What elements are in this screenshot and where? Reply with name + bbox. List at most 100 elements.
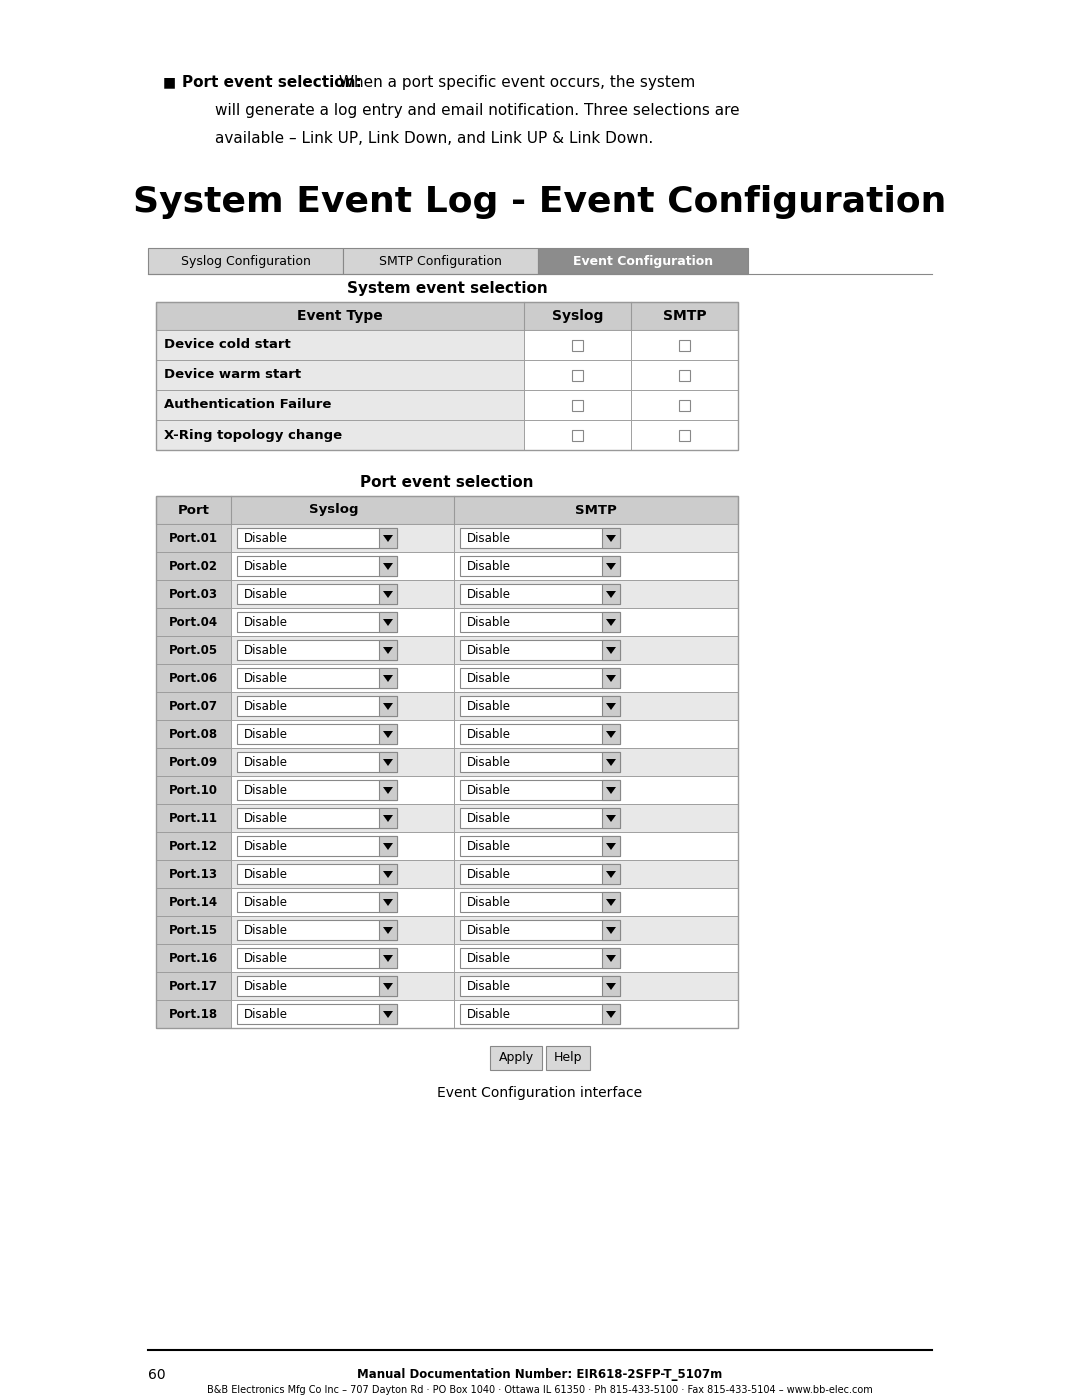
Bar [460, 696, 620, 717]
Bar [460, 893, 620, 912]
Polygon shape [383, 870, 393, 877]
Polygon shape [383, 647, 393, 654]
Text: Disable: Disable [467, 784, 511, 796]
Bar [231, 664, 454, 692]
Bar [231, 775, 454, 805]
Text: Port.11: Port.11 [168, 812, 218, 824]
Bar [460, 863, 620, 884]
Text: System event selection: System event selection [347, 281, 548, 296]
Bar [572, 369, 583, 380]
Text: Disable: Disable [467, 1007, 511, 1020]
Bar [460, 949, 620, 968]
Text: Port.15: Port.15 [168, 923, 218, 936]
Polygon shape [383, 983, 393, 990]
Text: Port.12: Port.12 [168, 840, 218, 852]
Text: Port.06: Port.06 [168, 672, 218, 685]
Bar [156, 302, 738, 330]
Bar [156, 664, 231, 692]
Bar [379, 949, 397, 968]
Text: SMTP Configuration: SMTP Configuration [379, 254, 502, 267]
Text: Port.14: Port.14 [168, 895, 218, 908]
Bar [379, 696, 397, 717]
Bar [460, 640, 620, 659]
Polygon shape [383, 842, 393, 849]
Bar [538, 249, 748, 274]
Bar [237, 640, 397, 659]
Bar [602, 556, 620, 576]
Bar [454, 944, 738, 972]
Bar [454, 552, 738, 580]
Bar [231, 747, 454, 775]
Bar [156, 944, 231, 972]
Text: Apply: Apply [499, 1052, 534, 1065]
Bar [156, 747, 231, 775]
Polygon shape [383, 563, 393, 570]
Bar [602, 612, 620, 631]
Text: Disable: Disable [467, 644, 511, 657]
Bar [460, 556, 620, 576]
Bar [572, 339, 583, 351]
Text: Port.13: Port.13 [168, 868, 218, 880]
Bar [602, 977, 620, 996]
Text: Disable: Disable [244, 923, 288, 936]
Bar [237, 696, 397, 717]
Text: Disable: Disable [244, 895, 288, 908]
Bar [156, 580, 231, 608]
Polygon shape [606, 591, 616, 598]
Polygon shape [383, 675, 393, 682]
Polygon shape [606, 647, 616, 654]
Polygon shape [383, 759, 393, 766]
Text: System Event Log - Event Configuration: System Event Log - Event Configuration [133, 184, 947, 219]
Text: available – Link UP, Link Down, and Link UP & Link Down.: available – Link UP, Link Down, and Link… [215, 131, 653, 147]
Bar [379, 835, 397, 856]
Text: Disable: Disable [244, 560, 288, 573]
Bar [379, 584, 397, 604]
Text: Port.17: Port.17 [168, 979, 218, 992]
Text: 60: 60 [148, 1368, 165, 1382]
Text: Disable: Disable [244, 644, 288, 657]
Bar [156, 330, 524, 360]
Text: Disable: Disable [244, 531, 288, 545]
Text: Disable: Disable [244, 756, 288, 768]
Bar [237, 977, 397, 996]
Bar [379, 668, 397, 687]
Text: B&B Electronics Mfg Co Inc – 707 Dayton Rd · PO Box 1040 · Ottawa IL 61350 · Ph : B&B Electronics Mfg Co Inc – 707 Dayton … [207, 1384, 873, 1396]
Text: SMTP: SMTP [576, 503, 617, 517]
Text: Event Type: Event Type [297, 309, 383, 323]
Bar [379, 893, 397, 912]
Text: Disable: Disable [467, 868, 511, 880]
Text: Port: Port [177, 503, 210, 517]
Bar [156, 775, 231, 805]
Bar [602, 835, 620, 856]
Bar [156, 360, 524, 390]
Bar [156, 420, 524, 450]
Bar [572, 400, 583, 411]
Bar [460, 1004, 620, 1024]
Text: Disable: Disable [244, 840, 288, 852]
Bar [231, 972, 454, 1000]
Text: Port.03: Port.03 [168, 588, 218, 601]
Bar [156, 496, 738, 1028]
Polygon shape [606, 619, 616, 626]
Polygon shape [606, 759, 616, 766]
Bar [454, 916, 738, 944]
Text: Syslog: Syslog [552, 309, 604, 323]
Bar [460, 977, 620, 996]
Bar [602, 668, 620, 687]
Bar [679, 339, 690, 351]
Bar [631, 420, 738, 450]
Polygon shape [606, 703, 616, 710]
Bar [454, 664, 738, 692]
Text: Event Configuration interface: Event Configuration interface [437, 1085, 643, 1099]
Bar [156, 496, 738, 524]
Bar [379, 528, 397, 548]
Bar [454, 1000, 738, 1028]
Bar [379, 640, 397, 659]
Bar [602, 949, 620, 968]
Text: Disable: Disable [467, 812, 511, 824]
Bar [602, 1004, 620, 1024]
Polygon shape [606, 1011, 616, 1018]
Text: Disable: Disable [244, 728, 288, 740]
Bar [156, 719, 231, 747]
Bar [454, 833, 738, 861]
